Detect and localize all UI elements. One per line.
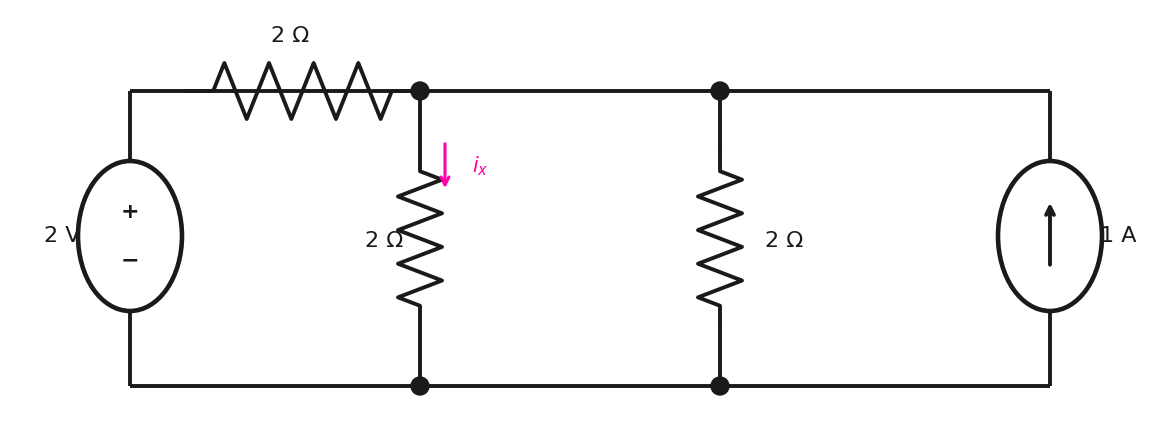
Text: 2 Ω: 2 Ω bbox=[365, 231, 403, 251]
Circle shape bbox=[711, 377, 729, 395]
Text: $i_x$: $i_x$ bbox=[472, 154, 488, 178]
Ellipse shape bbox=[78, 161, 182, 311]
Text: +: + bbox=[121, 202, 139, 222]
Circle shape bbox=[411, 377, 429, 395]
Text: 2 Ω: 2 Ω bbox=[271, 26, 309, 46]
Circle shape bbox=[411, 82, 429, 100]
Circle shape bbox=[711, 82, 729, 100]
Ellipse shape bbox=[998, 161, 1102, 311]
Text: 2 Ω: 2 Ω bbox=[765, 231, 803, 251]
Text: 2 V: 2 V bbox=[44, 226, 80, 246]
Text: 1 A: 1 A bbox=[1099, 226, 1136, 246]
Text: −: − bbox=[121, 250, 139, 270]
